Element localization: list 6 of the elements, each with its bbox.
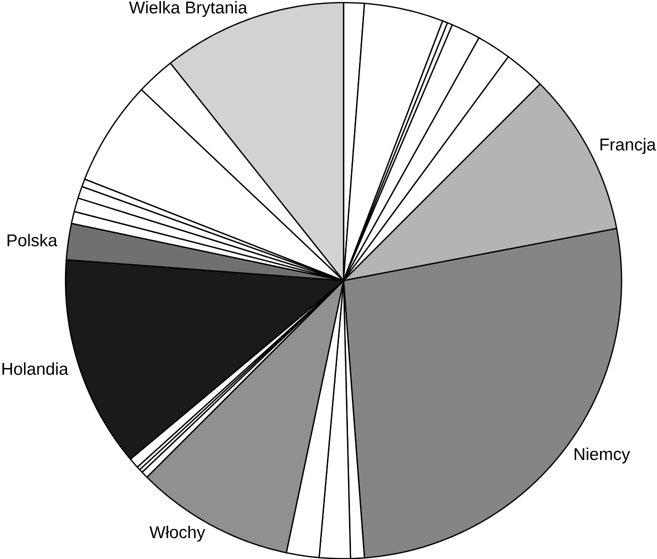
slice-label: Niemcy bbox=[574, 447, 630, 464]
slice-label: Francja bbox=[600, 138, 656, 154]
slice-label: Wielka Brytania bbox=[129, 0, 248, 17]
slice-label: Polska bbox=[8, 234, 58, 246]
slice-label: Włochy bbox=[149, 526, 206, 542]
slice-label: Holandia bbox=[2, 362, 68, 375]
